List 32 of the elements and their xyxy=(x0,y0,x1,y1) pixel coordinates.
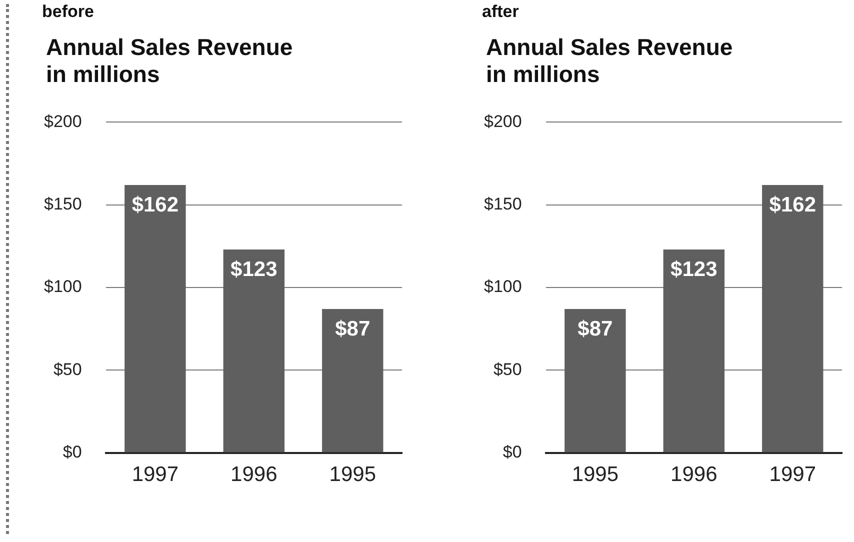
text: after xyxy=(482,2,520,22)
text: before xyxy=(42,2,95,22)
y-tick-label: $200 xyxy=(44,112,82,131)
data-label: $87 xyxy=(578,317,613,340)
y-tick-label: $0 xyxy=(62,442,82,462)
bar xyxy=(663,249,725,452)
x-tick-label: 1997 xyxy=(769,463,816,486)
x-tick-label: 1996 xyxy=(230,463,278,486)
data-label: $123 xyxy=(230,258,278,281)
y-tick-label: $200 xyxy=(484,112,522,131)
chart-title: Annual Sales Revenue in millions xyxy=(46,34,294,88)
y-tick-label: $50 xyxy=(493,360,522,379)
x-tick-label: 1996 xyxy=(670,463,718,486)
chart-title: Annual Sales Revenue in millions xyxy=(486,34,734,88)
data-label: $162 xyxy=(132,193,179,216)
x-tick-label: 1995 xyxy=(329,463,376,486)
y-tick-label: $50 xyxy=(53,360,82,379)
y-tick-label: $150 xyxy=(484,194,522,214)
data-label: $123 xyxy=(670,258,718,281)
bar xyxy=(223,249,285,452)
bar xyxy=(564,308,626,452)
bar xyxy=(322,308,384,452)
x-tick-label: 1997 xyxy=(132,463,179,486)
data-label: $162 xyxy=(769,193,816,216)
y-tick-label: $100 xyxy=(484,277,522,296)
bar xyxy=(762,185,824,452)
y-tick-label: $100 xyxy=(44,277,82,296)
bar xyxy=(124,185,186,452)
data-label: $87 xyxy=(335,317,370,340)
y-tick-label: $0 xyxy=(502,442,522,462)
x-tick-label: 1995 xyxy=(572,463,619,486)
y-tick-label: $150 xyxy=(44,194,82,214)
